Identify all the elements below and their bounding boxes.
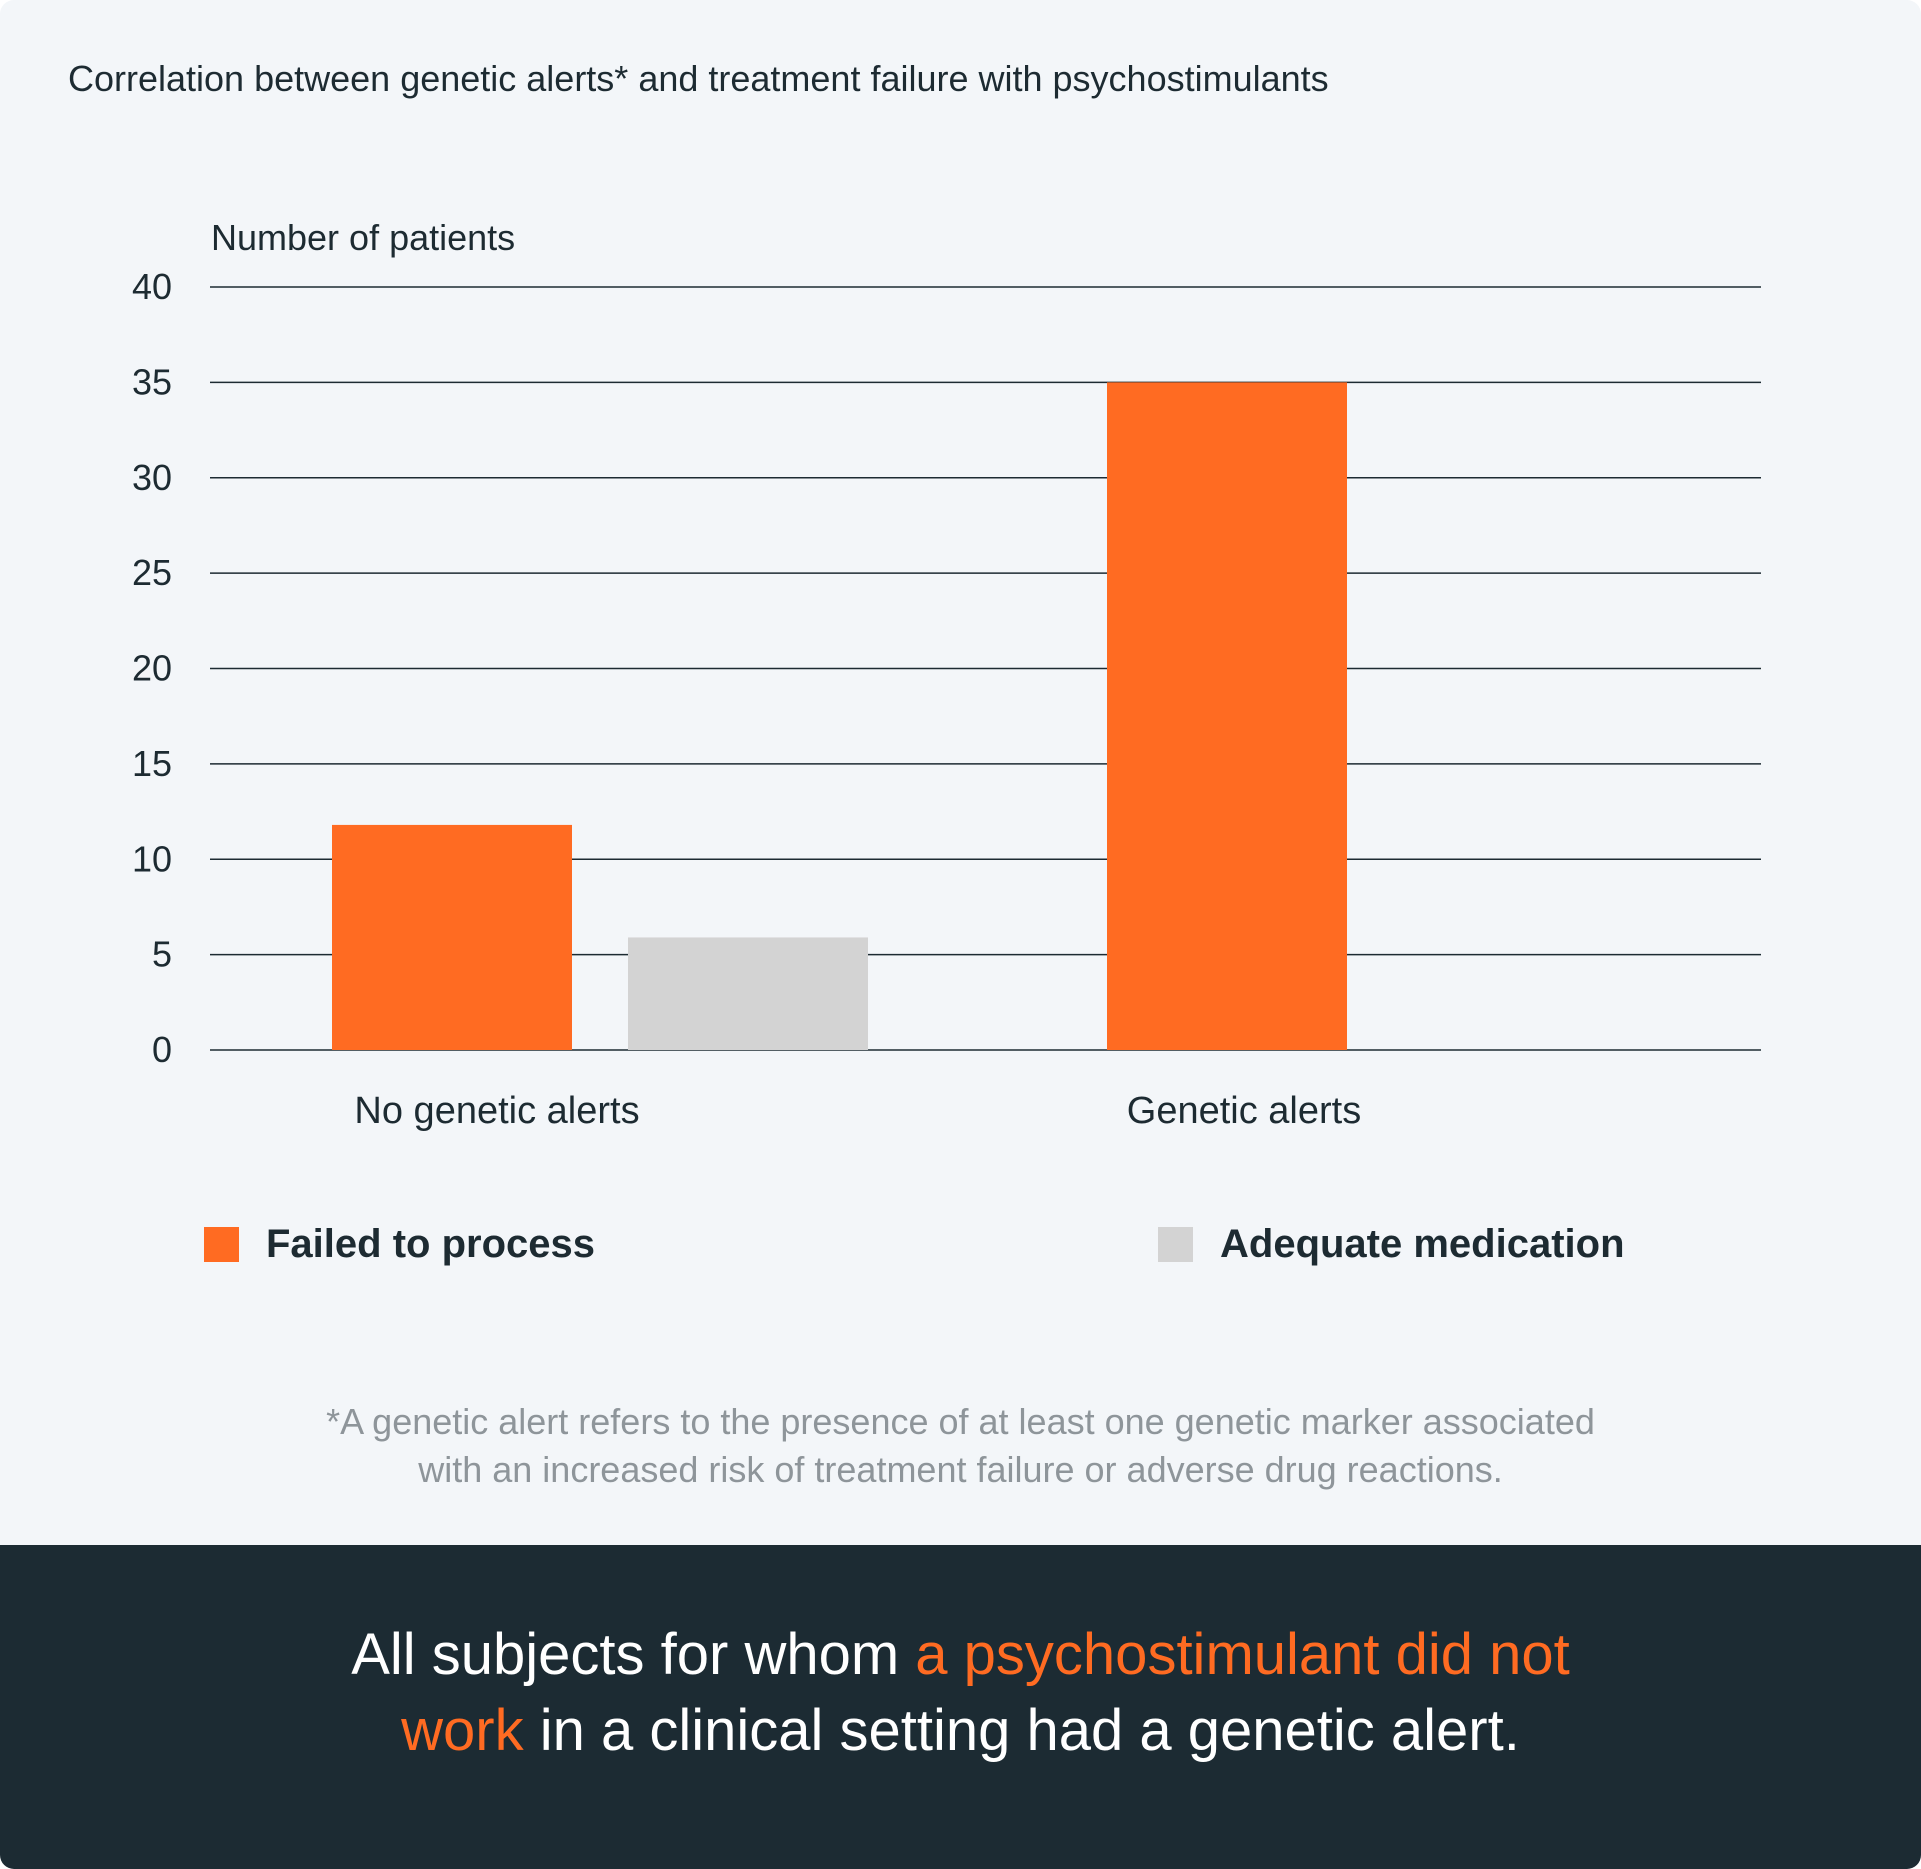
bar-chart: Number of patients 0 5 10 15 20 25 30 35 40 No gen… [132, 217, 1761, 1132]
y-tick-label: 0 [152, 1029, 172, 1070]
legend-swatch-failed [204, 1226, 239, 1262]
legend-label-failed: Failed to process [266, 1221, 595, 1266]
legend-item-failed: Failed to process [204, 1222, 595, 1266]
footnote-line-1: *A genetic alert refers to the presence … [326, 1401, 1595, 1442]
legend-label-adequate: Adequate medication [1220, 1221, 1625, 1266]
footnote-line-2: with an increased risk of treatment fail… [418, 1449, 1503, 1490]
bar-failed-no-genetic-alerts [332, 824, 572, 1050]
bar-failed-genetic-alerts [1107, 382, 1347, 1050]
legend-swatch-adequate [1158, 1226, 1193, 1262]
summary-part-2: in a clinical setting had a genetic aler… [523, 1698, 1520, 1763]
y-tick-label: 20 [132, 648, 172, 689]
y-tick-label: 25 [132, 552, 172, 593]
legend-item-adequate: Adequate medication [1158, 1222, 1625, 1266]
summary-text: All subjects for whom a psychostimulant … [0, 1617, 1921, 1769]
y-tick-label: 5 [152, 934, 172, 975]
y-tick-label: 15 [132, 743, 172, 784]
y-tick-label: 35 [132, 361, 172, 402]
footnote: *A genetic alert refers to the presence … [0, 1398, 1921, 1494]
y-tick-label: 30 [132, 457, 172, 498]
summary-highlight-1: a psychostimulant did not [915, 1622, 1570, 1687]
x-category-label: No genetic alerts [354, 1090, 639, 1132]
x-category-label: Genetic alerts [1127, 1090, 1361, 1132]
y-axis-label: Number of patients [211, 217, 515, 258]
y-tick-label: 40 [132, 266, 172, 307]
summary-highlight-2: work [401, 1698, 524, 1763]
summary-part-1: All subjects for whom [351, 1622, 916, 1687]
summary-banner: All subjects for whom a psychostimulant … [0, 1545, 1921, 1869]
chart-title: Correlation between genetic alerts* and … [68, 58, 1329, 99]
y-tick-label: 10 [132, 838, 172, 879]
bar-adequate-no-genetic-alerts [628, 937, 868, 1050]
